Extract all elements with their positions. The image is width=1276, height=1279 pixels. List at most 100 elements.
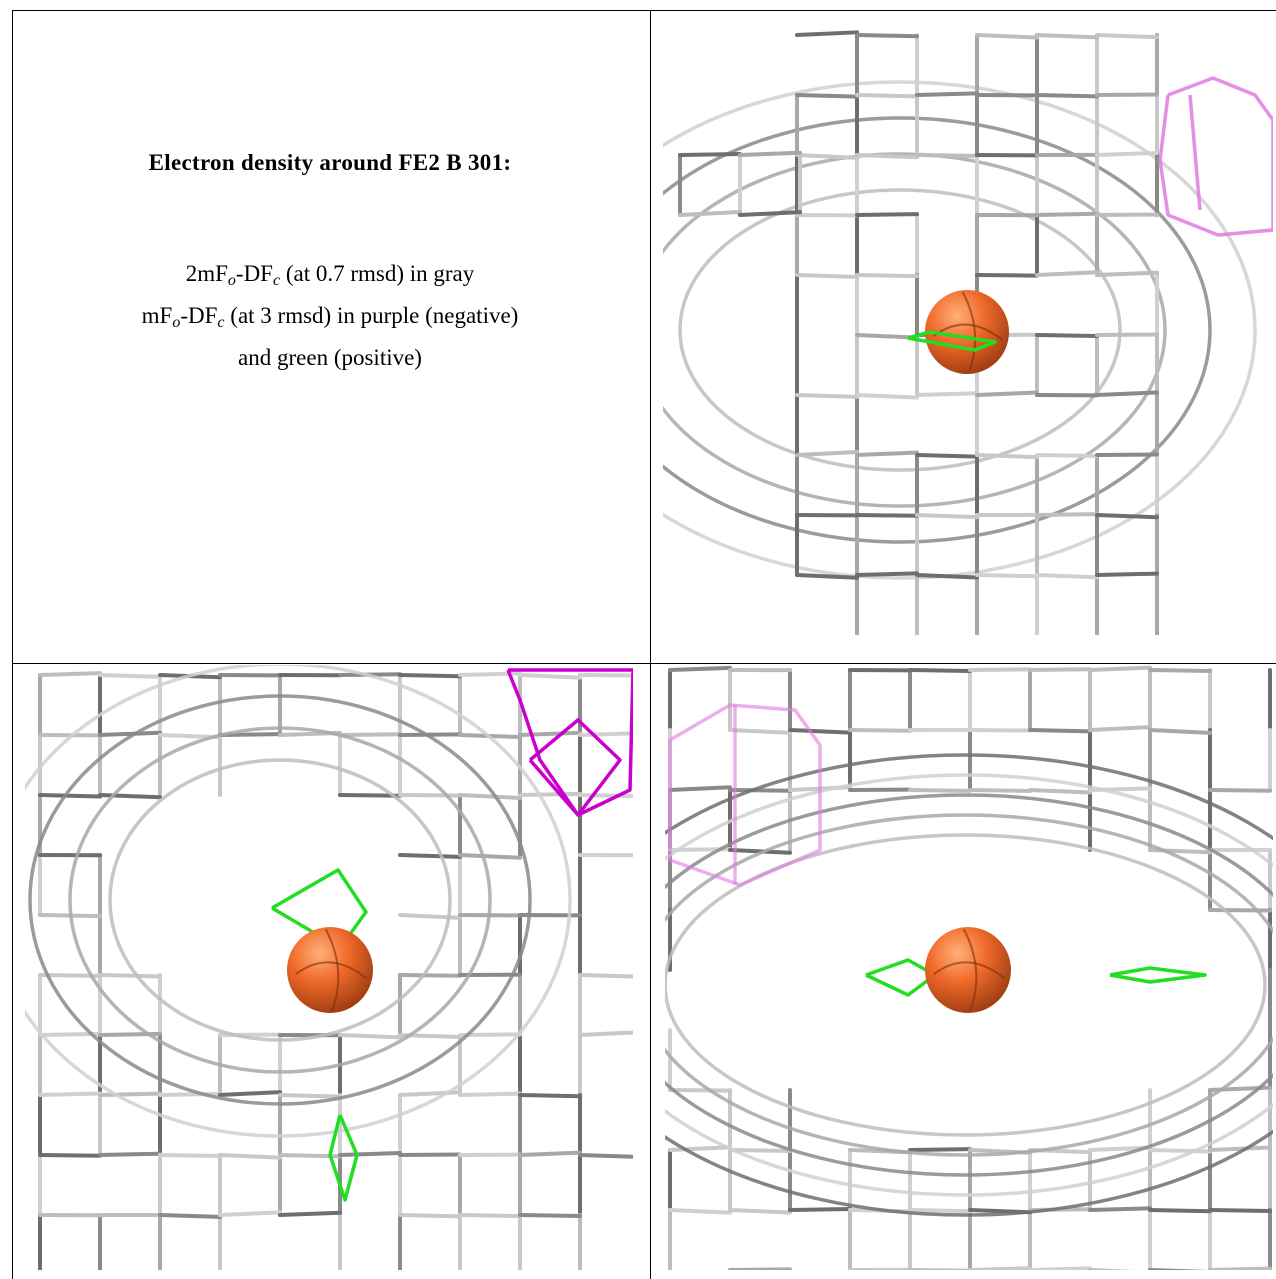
mesh-edge (908, 788, 972, 793)
positive-density (865, 958, 937, 997)
mesh-edge (738, 150, 802, 157)
mesh-edge (668, 665, 732, 672)
mesh-edge (580, 1273, 640, 1275)
mesh-edge (1095, 332, 1159, 337)
mesh-edge (975, 273, 1039, 278)
mesh-contour (665, 833, 1267, 1137)
positive-density (1109, 966, 1207, 984)
mesh-edge (915, 453, 979, 459)
mesh-edge (908, 1268, 972, 1270)
density-panel (663, 30, 1273, 635)
mesh-edge (1035, 573, 1099, 580)
mesh-edge (975, 390, 1039, 397)
mesh-edge (518, 1093, 582, 1099)
positive-density (907, 330, 997, 352)
mesh-edge (908, 668, 972, 674)
mesh-edge (1035, 333, 1099, 339)
mesh-edge (1095, 452, 1159, 457)
text-run: -DF (235, 261, 273, 286)
mesh-edge (278, 1093, 342, 1099)
iron-atom (287, 927, 373, 1013)
mesh-edge (1148, 728, 1212, 735)
mesh-edge (518, 1213, 582, 1219)
mesh-edge (1028, 788, 1092, 795)
mesh-contour (108, 758, 452, 1042)
mesh-edge (400, 1274, 460, 1275)
mesh-edge (38, 671, 102, 677)
mesh-edge (398, 1213, 462, 1219)
mesh-edge (908, 1147, 972, 1152)
mesh-edge (728, 1148, 792, 1153)
mesh-edge (458, 853, 522, 860)
mesh-edge (908, 1208, 972, 1214)
mesh-edge (738, 210, 802, 217)
mesh-edge (855, 33, 919, 39)
mesh-contour (665, 773, 1273, 1197)
mesh-edge (98, 730, 162, 737)
density-panel (665, 665, 1273, 1270)
mesh-edge (728, 788, 792, 793)
mesh-edge (158, 1153, 222, 1159)
mesh-edge (968, 728, 1032, 733)
mesh-edge (1088, 725, 1152, 732)
mesh-edge (1208, 1145, 1272, 1152)
atom-shading (961, 291, 977, 373)
mesh-contour (665, 813, 1273, 1157)
mesh-edge (788, 1206, 852, 1212)
mesh-edge (1028, 667, 1092, 672)
mesh-edge (855, 513, 919, 518)
mesh-edge (855, 153, 919, 160)
mesh-edge (218, 1153, 282, 1160)
mesh-edge (915, 513, 979, 520)
mesh-edge (1088, 1268, 1135, 1270)
mesh-edge (968, 788, 1032, 793)
caption-title: Electron density around FE2 B 301: (148, 150, 512, 175)
atom-shading (932, 323, 1004, 342)
mesh-contour (68, 726, 492, 1074)
iron-atom (925, 927, 1011, 1013)
mesh-edge (795, 573, 859, 580)
mesh-edge (98, 793, 162, 800)
atom-shading (933, 961, 1006, 980)
text-run: 2mF (185, 261, 228, 286)
text-run: (at 3 rmsd) in purple (negative) (224, 303, 519, 328)
atom-shading (324, 928, 340, 1012)
negative-density (1158, 76, 1273, 237)
mesh-edge (98, 973, 162, 979)
mesh-edge (795, 273, 859, 279)
mesh-edge (1088, 665, 1152, 672)
mesh-contour (663, 116, 1212, 544)
mesh-edge (38, 793, 102, 799)
text-run: -DF (180, 303, 218, 328)
mesh-edge (158, 1213, 222, 1219)
mesh-edge (975, 453, 1039, 460)
mesh-contour (663, 80, 1257, 580)
mesh-edge (915, 91, 979, 97)
mesh-edge (795, 450, 859, 457)
mesh-edge (795, 393, 859, 399)
mesh-edge (1148, 1148, 1212, 1154)
mesh-contour (665, 793, 1273, 1177)
positive-density (328, 1114, 359, 1202)
negative-density (668, 703, 822, 887)
mesh-edge (458, 1091, 522, 1097)
mesh-edge (855, 212, 919, 217)
mesh-contour (28, 694, 532, 1106)
mesh-edge (1148, 668, 1212, 674)
table-borders (12, 10, 1276, 1279)
legend-text: 2mFo-DFc (at 0.7 rmsd) in gray mFo-DFc (a… (12, 256, 648, 375)
mesh-edge (458, 1213, 522, 1219)
mesh-edge (1035, 512, 1099, 517)
mesh-edge (668, 1145, 732, 1152)
subscript: c (272, 272, 281, 289)
mesh-edge (338, 732, 402, 737)
mesh-edge (915, 573, 979, 580)
iron-atom (925, 290, 1009, 374)
mesh-edge (98, 1091, 162, 1097)
mesh-edge (795, 93, 859, 99)
mesh-edge (1095, 150, 1159, 157)
mesh-edge (518, 673, 582, 680)
subscript: o (227, 272, 236, 289)
mesh-edge (458, 793, 522, 800)
